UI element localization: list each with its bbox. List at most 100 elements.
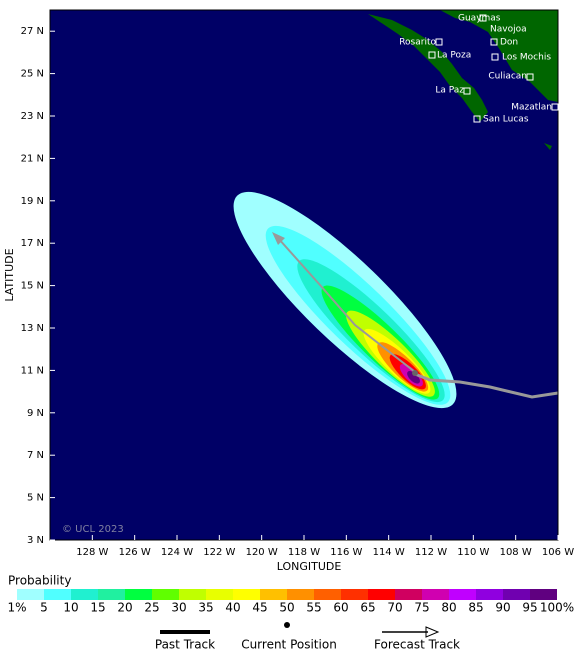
city-marker: [463, 87, 471, 95]
city-label: Navojoa: [490, 25, 527, 35]
colorbar-swatch: [395, 589, 422, 600]
y-tick-label: 9 N: [27, 408, 44, 419]
x-tick-label: 118 W: [288, 547, 320, 558]
y-tick-label: 15 N: [21, 281, 44, 292]
y-tick-label: 5 N: [27, 493, 44, 504]
colorbar-label: 15: [90, 601, 105, 615]
colorbar-swatch: [179, 589, 206, 600]
colorbar-label: 80: [441, 601, 456, 615]
x-tick-label: 128 W: [76, 547, 108, 558]
colorbar-label: 65: [360, 601, 375, 615]
colorbar-swatch: [422, 589, 449, 600]
colorbar-label: 85: [468, 601, 483, 615]
x-tick-label: 106 W: [542, 547, 574, 558]
forecast-arrowhead: [272, 232, 285, 245]
legend-label: Current Position: [241, 638, 337, 652]
y-tick-label: 17 N: [21, 238, 44, 249]
colorbar-swatch: [206, 589, 233, 600]
x-tick-label: 120 W: [246, 547, 278, 558]
colorbar-label: 75: [414, 601, 429, 615]
colorbar-swatch: [449, 589, 476, 600]
x-axis-title: LONGITUDE: [277, 560, 342, 573]
forecast-track-line: [277, 237, 416, 373]
colorbar-label: 20: [117, 601, 132, 615]
city-marker: [490, 38, 498, 46]
colorbar-swatch: [233, 589, 260, 600]
y-tick-label: 11 N: [21, 365, 44, 376]
y-tick-label: 27 N: [21, 26, 44, 37]
colorbar-label: 40: [225, 601, 240, 615]
city-marker: [435, 38, 443, 46]
x-tick-label: 112 W: [415, 547, 447, 558]
x-tick-label: 114 W: [373, 547, 405, 558]
colorbar-swatch: [17, 589, 44, 600]
x-tick-label: 108 W: [500, 547, 532, 558]
colorbar-swatch: [260, 589, 287, 600]
colorbar-swatch: [368, 589, 395, 600]
colorbar-label: 25: [144, 601, 159, 615]
x-tick-label: 124 W: [161, 547, 193, 558]
city-label: Guaymas: [458, 14, 501, 24]
x-tick-label: 122 W: [203, 547, 235, 558]
colorbar-swatch: [44, 589, 71, 600]
colorbar-label: 95: [522, 601, 537, 615]
x-tick-label: 126 W: [119, 547, 151, 558]
colorbar-label: 50: [279, 601, 294, 615]
current-position-symbol: [284, 622, 290, 628]
y-tick-label: 7 N: [27, 450, 44, 461]
current-position-dot: [412, 370, 418, 376]
x-tick-label: 116 W: [330, 547, 362, 558]
y-tick-label: 19 N: [21, 196, 44, 207]
colorbar-label: 70: [387, 601, 402, 615]
land: [368, 10, 558, 150]
colorbar-label: 90: [495, 601, 510, 615]
colorbar-swatch: [503, 589, 530, 600]
city-label: La Paz: [435, 86, 464, 96]
city-marker: [526, 73, 534, 81]
y-tick-label: 25 N: [21, 69, 44, 80]
legend-label: Past Track: [155, 638, 215, 652]
city-marker: [473, 115, 481, 123]
y-tick-label: 3 N: [27, 535, 44, 546]
y-tick-label: 23 N: [21, 111, 44, 122]
city-label: La Poza: [437, 51, 471, 61]
colorbar-swatch: [314, 589, 341, 600]
city-marker: [491, 53, 499, 61]
city-marker: [479, 14, 487, 22]
forecast-track-symbol-head: [425, 626, 440, 638]
city-label: San Lucas: [483, 115, 529, 125]
city-label: Los Mochis: [502, 53, 551, 63]
colorbar-swatch: [476, 589, 503, 600]
colorbar-swatch: [341, 589, 368, 600]
colorbar-swatch: [98, 589, 125, 600]
city-marker: [551, 103, 559, 111]
city-label: Mazatlan: [511, 103, 552, 113]
x-tick-label: 110 W: [457, 547, 489, 558]
colorbar-swatch: [530, 589, 557, 600]
y-tick-label: 13 N: [21, 323, 44, 334]
colorbar-title: Probability: [8, 574, 71, 588]
colorbar-swatch: [71, 589, 98, 600]
colorbar-label: 30: [171, 601, 186, 615]
colorbar-label: 10: [63, 601, 78, 615]
city-label: Don: [500, 38, 518, 48]
y-tick-label: 21 N: [21, 153, 44, 164]
colorbar-swatch: [152, 589, 179, 600]
past-track-line: [414, 372, 559, 399]
legend-label: Forecast Track: [374, 638, 460, 652]
colorbar-label: 5: [40, 601, 48, 615]
colorbar-label: 1%: [7, 601, 26, 615]
colorbar-label: 35: [198, 601, 213, 615]
colorbar-swatch: [125, 589, 152, 600]
colorbar-label: 100%: [540, 601, 574, 615]
colorbar-label: 55: [306, 601, 321, 615]
colorbar-swatch: [287, 589, 314, 600]
y-axis-title: LATITUDE: [3, 248, 16, 301]
city-label: Culiacan: [488, 72, 527, 82]
copyright: © UCL 2023: [62, 524, 124, 535]
colorbar-label: 60: [333, 601, 348, 615]
city-marker: [428, 51, 436, 59]
colorbar-label: 45: [252, 601, 267, 615]
